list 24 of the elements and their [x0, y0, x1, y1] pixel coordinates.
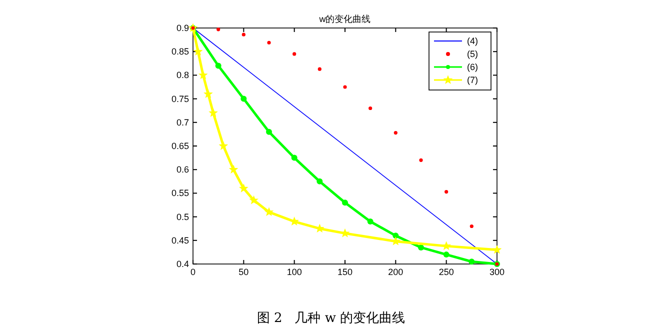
x-tick-label: 150: [337, 267, 353, 277]
x-tick-label: 100: [286, 267, 302, 277]
x-tick-label: 200: [388, 267, 404, 277]
y-tick-label: 0.4: [176, 259, 189, 269]
legend-label: (7): [467, 75, 478, 85]
y-tick-label: 0.6: [176, 164, 189, 175]
legend-label: (6): [467, 62, 478, 72]
y-tick-label: 0.45: [171, 235, 189, 246]
chart-title: w的变化曲线: [318, 14, 371, 24]
y-tick-label: 0.85: [171, 46, 189, 57]
x-tick-label: 50: [238, 267, 249, 277]
legend-label: (4): [467, 36, 478, 46]
legend-label: (5): [467, 49, 478, 59]
x-tick-label: 0: [190, 267, 196, 277]
y-tick-label: 0.8: [176, 70, 189, 80]
y-tick-label: 0.75: [171, 94, 189, 104]
y-tick-label: 0.5: [176, 212, 189, 222]
y-tick-label: 0.9: [176, 23, 189, 33]
y-tick-label: 0.7: [176, 117, 189, 128]
caption: 图 2 几种 w 的变化曲线: [256, 311, 406, 326]
x-tick-label: 300: [489, 267, 505, 277]
y-tick-label: 0.65: [171, 141, 189, 151]
y-tick-label: 0.55: [171, 188, 189, 198]
x-tick-label: 250: [438, 267, 454, 277]
